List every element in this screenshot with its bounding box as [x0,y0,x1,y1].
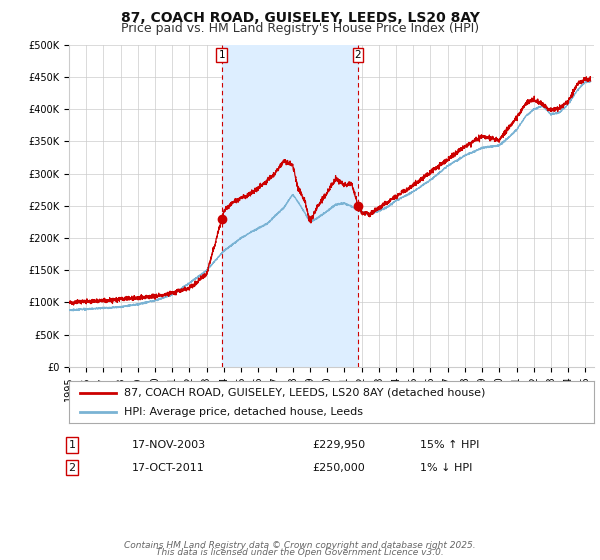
Text: 87, COACH ROAD, GUISELEY, LEEDS, LS20 8AY (detached house): 87, COACH ROAD, GUISELEY, LEEDS, LS20 8A… [124,388,485,398]
Text: HPI: Average price, detached house, Leeds: HPI: Average price, detached house, Leed… [124,407,363,417]
Text: 1% ↓ HPI: 1% ↓ HPI [420,463,472,473]
Text: £229,950: £229,950 [312,440,365,450]
Text: 87, COACH ROAD, GUISELEY, LEEDS, LS20 8AY: 87, COACH ROAD, GUISELEY, LEEDS, LS20 8A… [121,11,479,25]
Text: 1: 1 [68,440,76,450]
Text: £250,000: £250,000 [312,463,365,473]
Bar [222,45,358,367]
Text: 17-NOV-2003: 17-NOV-2003 [132,440,206,450]
Text: Contains HM Land Registry data © Crown copyright and database right 2025.: Contains HM Land Registry data © Crown c… [124,541,476,550]
Text: 2: 2 [68,463,76,473]
Text: Price paid vs. HM Land Registry's House Price Index (HPI): Price paid vs. HM Land Registry's House … [121,22,479,35]
Text: 2: 2 [355,50,361,59]
Text: 1: 1 [218,50,225,59]
Text: 15% ↑ HPI: 15% ↑ HPI [420,440,479,450]
Text: This data is licensed under the Open Government Licence v3.0.: This data is licensed under the Open Gov… [156,548,444,557]
Text: 17-OCT-2011: 17-OCT-2011 [132,463,205,473]
